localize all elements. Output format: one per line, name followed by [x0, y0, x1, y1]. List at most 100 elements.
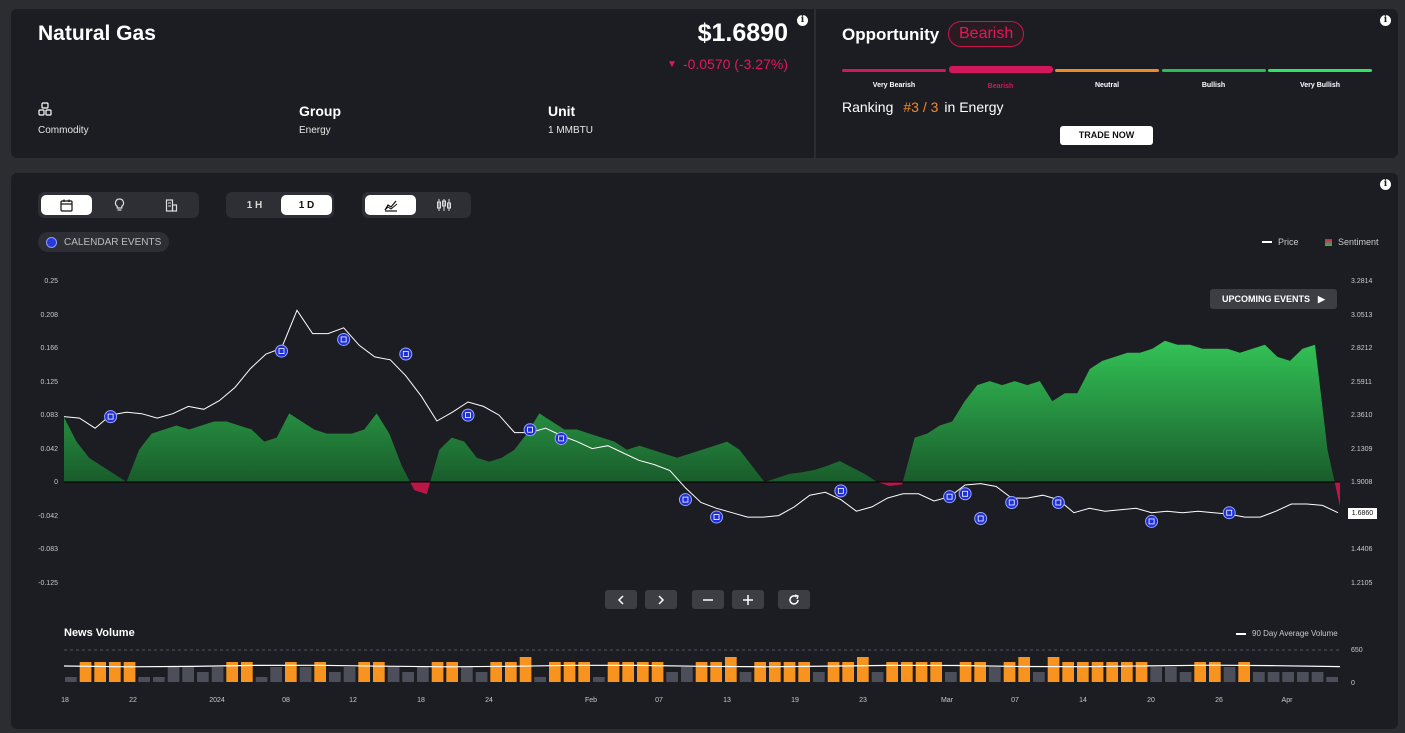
- zoom-in-button[interactable]: [732, 590, 764, 609]
- calendar-event-marker[interactable]: [1051, 495, 1065, 509]
- calendar-event-marker[interactable]: [974, 512, 988, 526]
- calendar-event-icon: [46, 236, 57, 248]
- sentiment-legend-swatch: [1325, 238, 1332, 246]
- calendar-event-marker[interactable]: [523, 423, 537, 437]
- news-volume-bar: [1253, 672, 1265, 682]
- news-volume-bar: [915, 662, 928, 682]
- news-volume-bar: [930, 662, 942, 682]
- news-volume-bar: [666, 672, 678, 682]
- news-volume-bar: [226, 662, 238, 682]
- sentiment-badge: Bearish: [948, 21, 1025, 47]
- news-volume-bar: [1311, 672, 1324, 682]
- calendar-event-marker[interactable]: [1145, 514, 1159, 528]
- calendar-event-marker[interactable]: [275, 344, 289, 358]
- left-axis-tick: 0: [54, 479, 58, 486]
- calendar-event-marker[interactable]: [337, 332, 351, 346]
- unit-value: 1 MMBTU: [548, 125, 593, 136]
- rating-label: Very Bullish: [1299, 82, 1341, 89]
- refresh-icon: [789, 593, 799, 605]
- left-axis-tick: -0.042: [38, 512, 58, 520]
- x-axis-tick: 20: [1147, 697, 1155, 704]
- interval-1d-button[interactable]: 1 D: [281, 195, 332, 215]
- upcoming-events-button[interactable]: UPCOMING EVENTS ▶: [1210, 289, 1337, 309]
- right-axis-tick: 2.3610: [1351, 412, 1373, 419]
- right-axis-tick: 1.9008: [1351, 479, 1373, 486]
- calendar-event-marker[interactable]: [1005, 495, 1019, 509]
- group-value: Energy: [299, 125, 331, 136]
- calendar-event-marker[interactable]: [461, 408, 475, 422]
- calendar-event-marker[interactable]: [678, 493, 692, 507]
- news-volume-bar: [651, 662, 664, 682]
- zoom-out-button[interactable]: [692, 590, 724, 609]
- interval-1h-button[interactable]: 1 H: [246, 199, 263, 211]
- news-volume-bar: [725, 657, 737, 682]
- legend-price: Price: [1262, 237, 1299, 247]
- news-volume-bar: [1267, 672, 1280, 682]
- candlestick-chart-button[interactable]: [418, 195, 469, 215]
- left-axis-tick: -0.125: [38, 579, 58, 587]
- volume-axis-min: 0: [1351, 680, 1355, 687]
- x-axis-tick: 22: [129, 697, 137, 704]
- news-volume-bar: [1297, 672, 1309, 682]
- calendar-event-marker[interactable]: [1222, 506, 1236, 520]
- calendar-event-marker[interactable]: [834, 484, 848, 498]
- x-axis-tick: 07: [655, 697, 663, 704]
- calendar-event-marker[interactable]: [104, 410, 118, 424]
- news-volume-bar: [153, 677, 165, 682]
- calendar-event-marker[interactable]: [958, 487, 972, 501]
- news-volume-bar: [402, 672, 414, 682]
- pan-right-button[interactable]: [645, 590, 677, 609]
- sentiment-legend-label: Sentiment: [1338, 237, 1379, 247]
- area-chart-icon: [383, 200, 397, 212]
- reset-zoom-button[interactable]: [778, 590, 810, 609]
- calendar-event-marker[interactable]: [554, 431, 568, 445]
- news-volume-bar: [1047, 657, 1060, 682]
- info-icon[interactable]: i: [797, 15, 808, 26]
- commodity-type-icon: [38, 102, 52, 121]
- average-volume-line: [63, 664, 1341, 668]
- area-chart-button[interactable]: [365, 195, 416, 215]
- right-axis-tick: 1.2105: [1351, 579, 1373, 587]
- news-volume-bar: [285, 662, 297, 682]
- x-axis-tick: 24: [485, 697, 493, 704]
- companies-view-button[interactable]: [146, 195, 196, 215]
- rating-bar-very-bearish: [842, 69, 946, 72]
- asset-name: Natural Gas: [38, 22, 156, 45]
- ranking-value: #3 / 3: [903, 99, 939, 115]
- right-axis-tick: 2.5911: [1351, 378, 1372, 386]
- current-price-marker: 1.6860: [1348, 508, 1377, 519]
- left-axis-tick: 0.125: [40, 378, 58, 386]
- insights-view-button[interactable]: [94, 195, 144, 215]
- right-axis-tick: 3.0513: [1351, 311, 1373, 319]
- opportunity-title: Opportunity: [842, 25, 940, 44]
- pan-left-button[interactable]: [605, 590, 637, 609]
- calendar-view-button[interactable]: [41, 195, 92, 215]
- news-volume-bar: [167, 667, 180, 682]
- left-axis-tick: 0.166: [40, 345, 58, 352]
- rating-label: Bearish: [987, 83, 1014, 90]
- news-volume-bar: [769, 662, 781, 682]
- x-axis-tick: 18: [61, 697, 69, 704]
- calendar-event-marker[interactable]: [710, 510, 724, 524]
- ranking-prefix: Ranking: [842, 99, 894, 115]
- news-volume-bar: [754, 662, 766, 682]
- info-icon[interactable]: i: [1380, 15, 1391, 26]
- average-volume-label: 90 Day Average Volume: [1252, 629, 1338, 638]
- opportunity-panel: Opportunity Bearish i Ranking #3 / 3 in …: [816, 9, 1398, 158]
- calendar-event-marker[interactable]: [399, 347, 413, 361]
- calendar-events-chip[interactable]: CALENDAR EVENTS: [38, 232, 170, 252]
- x-axis-tick: 2024: [209, 697, 225, 704]
- news-volume-bar: [65, 677, 77, 682]
- play-icon: ▶: [1318, 293, 1325, 304]
- calendar-event-marker[interactable]: [943, 490, 957, 504]
- trade-now-button[interactable]: TRADE NOW: [1060, 126, 1153, 145]
- rating-bar-bullish: [1161, 69, 1266, 72]
- asset-summary-panel: Natural Gas $1.6890 i ▼ -0.0570 (-3.27%)…: [11, 9, 814, 158]
- info-icon[interactable]: i: [1380, 179, 1391, 190]
- legend-sentiment: Sentiment: [1325, 237, 1379, 247]
- news-volume-bar: [1238, 662, 1250, 682]
- news-volume-bar: [94, 662, 106, 682]
- news-volume-bar: [417, 667, 429, 682]
- news-volume-bar: [1326, 677, 1338, 682]
- lightbulb-icon: [114, 198, 124, 211]
